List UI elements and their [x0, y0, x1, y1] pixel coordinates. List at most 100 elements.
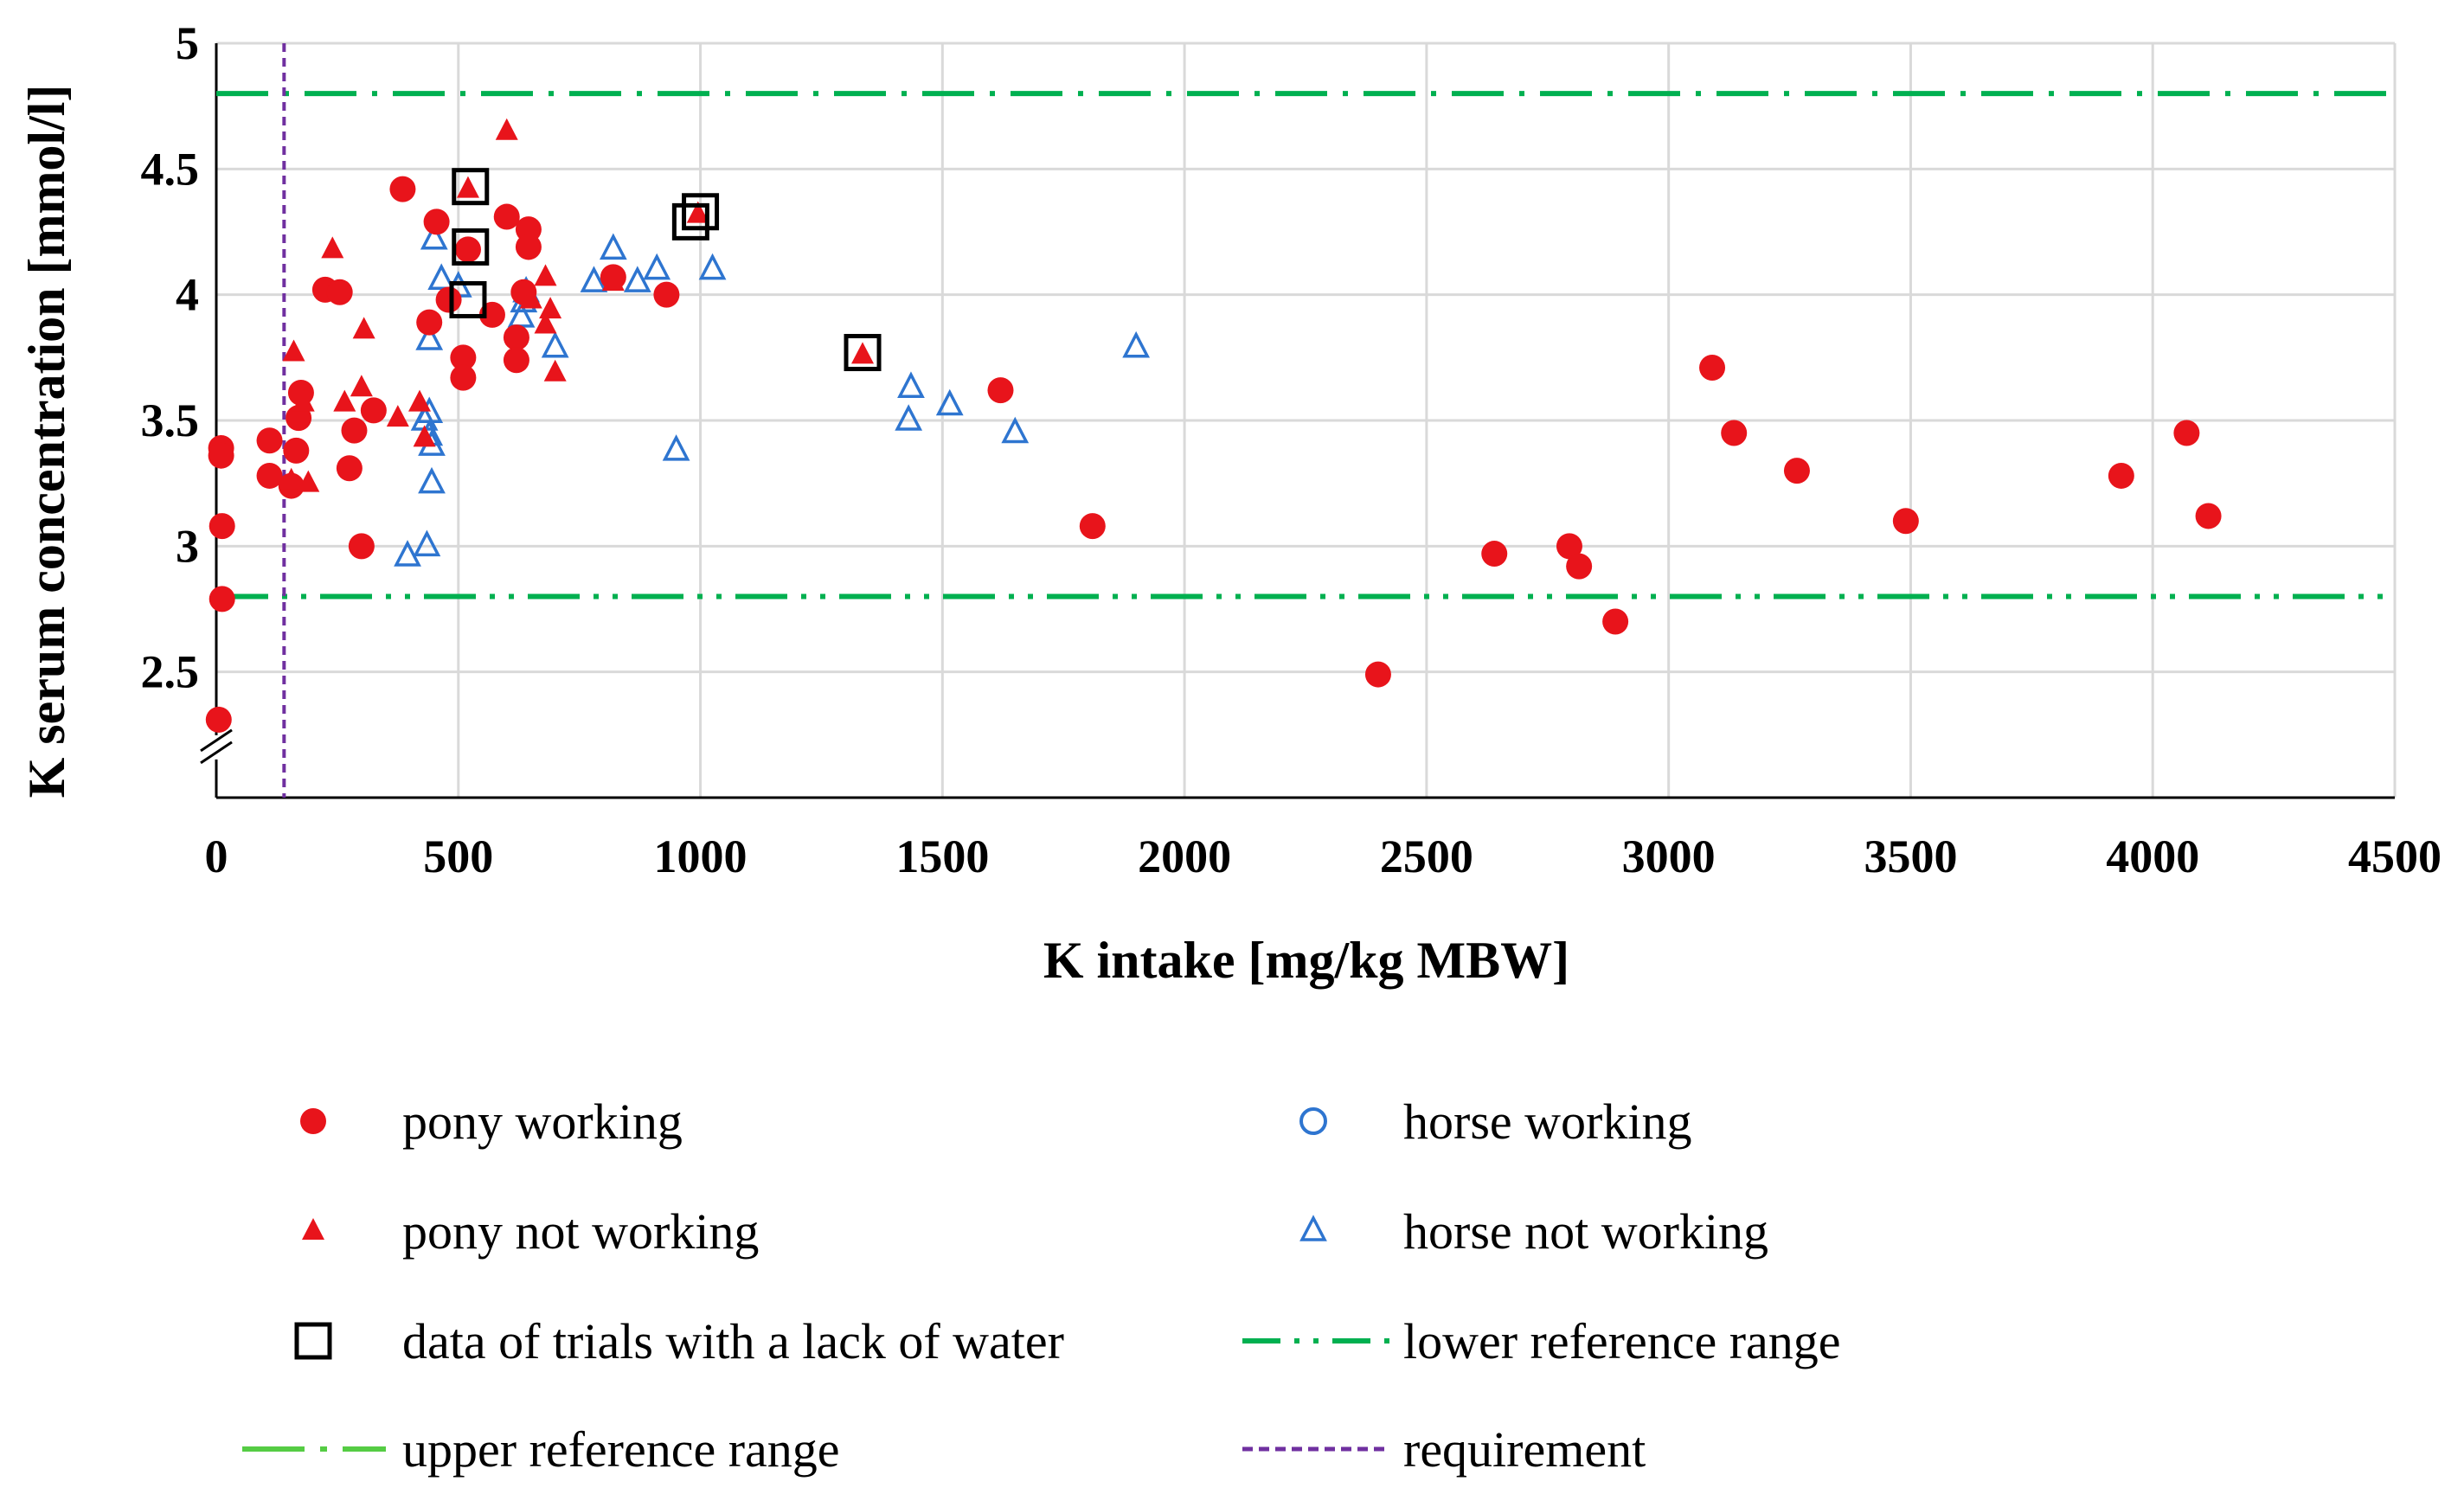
x-tick-label: 1500 [895, 830, 989, 882]
pony-not-working-point [279, 467, 303, 490]
pony-working-point [423, 208, 450, 235]
x-tick-label: 2500 [1380, 830, 1473, 882]
pony-not-working-point [333, 389, 356, 412]
horse-not-working-point [623, 266, 651, 292]
legend-symbol-hollow-square [294, 1322, 332, 1360]
pony-working-point [256, 462, 283, 489]
pony-not-working-point [292, 389, 315, 412]
axis-break-mark [200, 728, 233, 753]
pony-working-point [416, 309, 443, 336]
axis-break-mark [200, 741, 233, 765]
x-axis-title: K intake [mg/kg MBW] [1043, 932, 1569, 989]
pony-working-point [1783, 458, 1810, 484]
legend-item: upper reference range [242, 1421, 840, 1478]
y-axis-title: K serum concentration [mmol/l] [18, 85, 75, 798]
pony-working-point [209, 586, 235, 612]
pony-working-point [450, 344, 477, 371]
pony-working-point [1892, 508, 1919, 535]
pony-working-point [2195, 503, 2222, 529]
reference-lines [216, 43, 2395, 798]
axes [199, 43, 2395, 799]
pony-working-point [2108, 462, 2134, 489]
pony-working-point [256, 427, 283, 454]
pony-not-working-point [686, 201, 709, 223]
legend-symbol-filled-triangle [302, 1218, 324, 1240]
x-tick-label: 2000 [1138, 830, 1231, 882]
pony-not-working-point [297, 470, 320, 492]
horse-not-working-point [413, 529, 441, 557]
legend-label: requirement [1403, 1421, 1646, 1478]
legend-item: lower reference range [1242, 1313, 1841, 1369]
pony-not-working-point [386, 405, 409, 427]
pony-working-point [208, 442, 234, 469]
pony-not-working-point [851, 342, 875, 364]
y-tick-label: 2.5 [141, 646, 200, 698]
pony-not-working-point [495, 118, 518, 140]
pony-not-working-point [350, 375, 373, 397]
pony-working-point [435, 286, 462, 313]
x-tick-label: 3000 [1622, 830, 1716, 882]
x-tick-label: 4000 [2106, 830, 2199, 882]
x-tick-label: 0 [205, 830, 228, 882]
legend-label: pony not working [402, 1203, 759, 1260]
pony-not-working-point [539, 297, 562, 319]
x-tick-label: 3500 [1864, 830, 1957, 882]
y-tick-label: 3 [176, 520, 199, 572]
pony-not-working-point [282, 339, 305, 362]
y-tick-label: 4.5 [141, 143, 200, 195]
pony-working-point [515, 234, 542, 260]
legend-item: requirement [1242, 1421, 1646, 1478]
legend-symbol-hollow-circle [1299, 1107, 1327, 1135]
pony-working-point [653, 281, 680, 308]
horse-not-working-point [662, 434, 690, 461]
y-tick-label: 4 [176, 269, 199, 321]
pony-not-working-point [543, 359, 567, 382]
data-points [205, 118, 2222, 733]
pony-working-point [209, 513, 235, 540]
horse-not-working-point [643, 253, 671, 280]
pony-working-point [1566, 553, 1593, 580]
legend-item: pony working [300, 1093, 683, 1150]
horse-not-working-point [1122, 330, 1151, 358]
data-of-trials-with-a-lack-of-water-point [449, 280, 487, 318]
horse-not-working-point [541, 330, 569, 358]
grid [216, 42, 2397, 798]
pony-working-point [389, 176, 416, 202]
legend-item: data of trials with a lack of water [294, 1313, 1064, 1369]
pony-working-point [326, 279, 353, 305]
y-tick-label: 3.5 [141, 394, 200, 446]
legend-label: data of trials with a lack of water [402, 1313, 1064, 1369]
pony-not-working-point [352, 317, 375, 339]
horse-not-working-point [394, 540, 421, 567]
pony-working-point [987, 377, 1014, 404]
legend-item: pony not working [302, 1203, 759, 1260]
data-of-trials-with-a-lack-of-water-point [452, 168, 490, 206]
legend-label: pony working [402, 1093, 683, 1150]
tick-labels: 0 500 1000 1500 2000 2500 3000 3500 4000 4500 2.5 3… [141, 17, 2442, 882]
legend-label: horse working [1403, 1093, 1691, 1150]
pony-not-working-point [601, 269, 625, 292]
pony-not-working-point [321, 236, 344, 259]
pony-not-working-point [534, 311, 557, 334]
legend-item: horse not working [1299, 1203, 1768, 1260]
pony-not-working-point [408, 389, 432, 412]
x-tick-label: 1000 [654, 830, 748, 882]
legend-symbol-hollow-triangle [1299, 1215, 1327, 1241]
horse-not-working-point [415, 324, 444, 350]
pony-working-point [454, 236, 481, 263]
pony-working-point [205, 706, 232, 733]
legend-item: horse working [1299, 1093, 1691, 1150]
pony-not-working-point [519, 286, 542, 309]
horse-not-working-point [935, 388, 964, 416]
legend-label: lower reference range [1403, 1313, 1841, 1369]
legend: pony working horse working pony not workin… [242, 1093, 1841, 1478]
data-of-trials-with-a-lack-of-water-point [682, 193, 720, 231]
pony-working-point [450, 364, 477, 391]
pony-working-point [1602, 608, 1629, 635]
pony-working-point [503, 347, 529, 374]
pony-working-point [348, 533, 375, 560]
y-tick-label: 5 [176, 17, 199, 69]
horse-not-working-point [427, 263, 456, 290]
pony-not-working-point [413, 425, 436, 447]
